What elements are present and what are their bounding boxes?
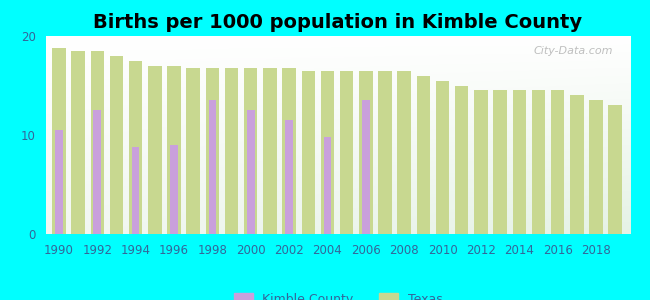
Bar: [590, 100, 603, 234]
Bar: [493, 90, 507, 234]
Bar: [282, 68, 296, 234]
Bar: [551, 90, 564, 234]
Bar: [209, 100, 216, 234]
Bar: [474, 90, 488, 234]
Bar: [397, 71, 411, 234]
Bar: [362, 100, 370, 234]
Bar: [247, 110, 255, 234]
Bar: [55, 130, 63, 234]
Bar: [340, 71, 354, 234]
Bar: [378, 71, 392, 234]
Bar: [129, 61, 142, 234]
Legend: Kimble County, Texas: Kimble County, Texas: [229, 288, 447, 300]
Bar: [94, 110, 101, 234]
Bar: [225, 68, 239, 234]
Bar: [205, 68, 219, 234]
Bar: [90, 51, 104, 234]
Bar: [263, 68, 277, 234]
Bar: [110, 56, 124, 234]
Text: City-Data.com: City-Data.com: [534, 46, 613, 56]
Bar: [170, 145, 178, 234]
Bar: [285, 120, 293, 234]
Title: Births per 1000 population in Kimble County: Births per 1000 population in Kimble Cou…: [94, 13, 582, 32]
Bar: [244, 68, 257, 234]
Bar: [417, 76, 430, 234]
Bar: [72, 51, 84, 234]
Bar: [187, 68, 200, 234]
Bar: [570, 95, 584, 234]
Bar: [167, 66, 181, 234]
Bar: [436, 80, 449, 234]
Bar: [359, 71, 372, 234]
Bar: [608, 105, 622, 234]
Bar: [455, 85, 469, 234]
Bar: [324, 137, 332, 234]
Bar: [302, 71, 315, 234]
Bar: [320, 71, 334, 234]
Bar: [52, 48, 66, 234]
Bar: [513, 90, 526, 234]
Bar: [532, 90, 545, 234]
Bar: [148, 66, 162, 234]
Bar: [132, 147, 140, 234]
